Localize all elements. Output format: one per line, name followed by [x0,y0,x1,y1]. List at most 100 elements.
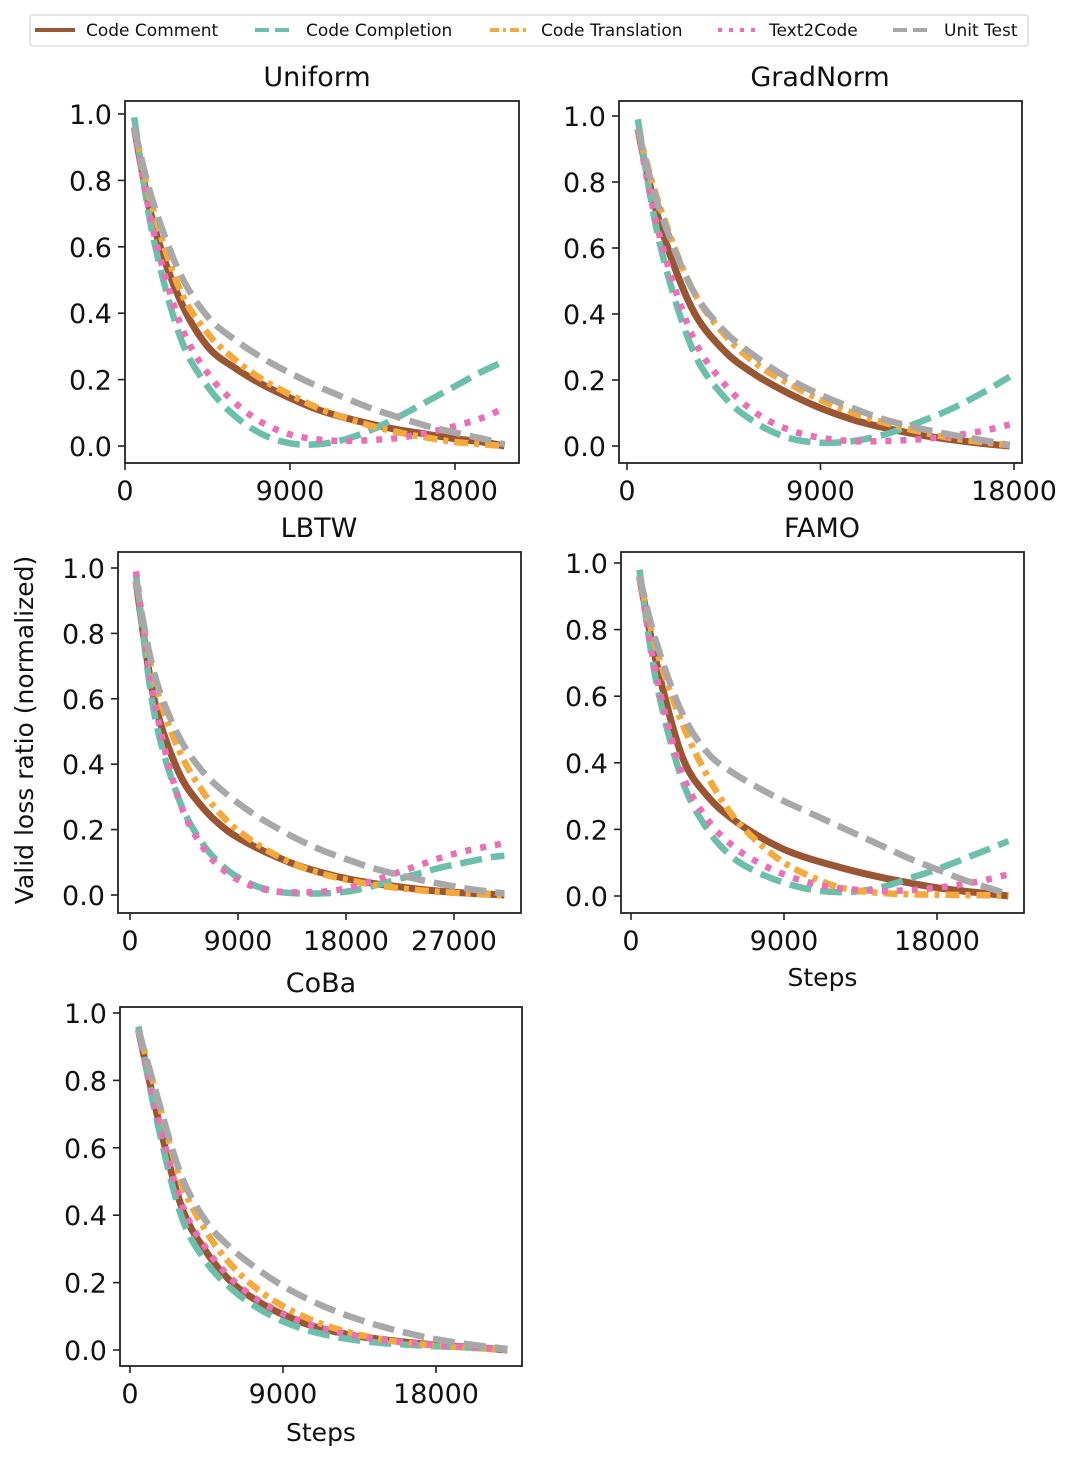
y-tick-label: 1.0 [62,554,105,585]
x-tick-label: 9000 [750,926,819,957]
series-line-code-completion [135,1025,508,1353]
y-tick-label: 0.2 [64,1269,107,1300]
series-group [132,570,506,899]
legend-label-code-completion: Code Completion [306,21,452,41]
series-line-unit-test [131,126,506,448]
panel-gradnorm: GradNorm 0.0 0.2 0.4 0.6 0.8 1.0 0 9000 18000 [563,62,1057,507]
panel-uniform: Uniform 0.0 0.2 0.4 0.6 0.8 1.0 0 9000 18000 [69,62,520,507]
panel-coba: CoBa 0.0 0.2 0.4 0.6 0.8 1.0 0 9000 18000 Steps [64,968,523,1447]
panel-lbtw: LBTW 0.0 0.2 0.4 0.6 0.8 1.0 0 9000 18000 27000 [62,513,522,957]
series-line-text2code [135,1029,508,1353]
legend: Code Comment Code Completion Code Translat… [29,14,1029,47]
series-group [130,116,506,450]
legend-frame [29,14,1029,47]
series-line-code-completion [132,574,505,897]
legend-label-code-translation: Code Translation [541,21,683,41]
y-tick-label: 0.8 [62,619,105,650]
x-axis-label: Steps [788,963,858,992]
y-tick-label: 1.0 [64,999,107,1030]
y-tick-label: 0.0 [69,432,112,463]
y-tick-label: 0.2 [565,815,608,846]
y-tick-label: 0.6 [563,234,606,265]
panel-title: Uniform [263,62,370,93]
panel-title: FAMO [784,513,860,544]
y-tick-label: 1.0 [565,549,608,580]
series-line-text2code [131,126,506,445]
x-tick-label: 9000 [256,476,325,507]
y-tick-label: 0.8 [64,1066,107,1097]
legend-item-text2code: Text2Code [718,21,858,41]
series-line-code-translation [135,1028,508,1354]
x-tick-label: 0 [622,926,639,957]
y-tick-label: 0.6 [565,682,608,713]
legend-item-code-translation: Code Translation [490,21,683,41]
y-tick-label: 0.0 [565,882,608,913]
series-line-code-completion [130,116,506,448]
plot-frame [119,1006,523,1367]
legend-item-unit-test: Unit Test [893,21,1018,41]
x-tick-label: 18000 [971,476,1057,507]
series-line-code-comment [135,1029,508,1354]
y-tick-label: 1.0 [563,102,606,133]
legend-label-unit-test: Unit Test [944,21,1018,41]
x-tick-label: 9000 [204,926,273,957]
series-line-text2code [132,570,506,896]
x-tick-label: 0 [121,1379,138,1410]
y-tick-label: 0.8 [69,166,112,197]
x-tick-label: 9000 [786,476,855,507]
series-line-text2code [636,575,1010,895]
y-tick-label: 0.2 [69,366,112,397]
x-axis-label: Steps [286,1418,356,1447]
y-tick-label: 0.0 [64,1336,107,1367]
y-tick-label: 0.0 [563,432,606,463]
legend-label-code-comment: Code Comment [86,21,219,41]
panel-title: CoBa [286,968,356,999]
series-line-code-completion [634,118,1012,447]
series-group [636,569,1010,900]
y-tick-label: 0.4 [565,749,608,780]
y-tick-label: 0.2 [62,816,105,847]
x-tick-label: 9000 [249,1379,318,1410]
y-tick-label: 0.6 [62,685,105,716]
x-tick-label: 18000 [303,926,389,957]
y-tick-label: 0.4 [563,300,606,331]
series-line-code-translation [131,126,505,450]
series-line-unit-test [132,580,505,897]
series-line-unit-test [135,1028,508,1353]
y-tick-label: 0.2 [563,366,606,397]
y-tick-label: 0.0 [62,881,105,912]
x-tick-label: 0 [116,476,133,507]
series-group [634,118,1012,450]
series-line-code-translation [132,580,505,899]
series-line-unit-test [634,128,1011,449]
series-line-code-completion [636,569,1010,896]
x-tick-label: 0 [121,926,138,957]
x-tick-label: 18000 [412,476,498,507]
panel-famo: FAMO 0.0 0.2 0.4 0.6 0.8 1.0 0 9000 18000 Steps [565,513,1025,992]
series-line-code-translation [636,575,1009,900]
panel-title: LBTW [281,513,358,544]
panel-title: GradNorm [750,62,889,93]
y-tick-label: 0.6 [69,233,112,264]
y-axis-label: Valid loss ratio (normalized) [10,556,39,904]
y-tick-label: 0.8 [565,616,608,647]
plot-frame [620,551,1025,914]
y-tick-label: 0.6 [64,1134,107,1165]
legend-item-code-comment: Code Comment [35,21,219,41]
x-tick-label: 18000 [894,926,980,957]
y-tick-label: 1.0 [69,100,112,131]
x-tick-label: 0 [618,476,635,507]
series-group [135,1025,508,1354]
y-tick-label: 0.4 [62,750,105,781]
y-tick-label: 0.8 [563,168,606,199]
legend-label-text2code: Text2Code [768,21,858,41]
y-tick-label: 0.4 [69,299,112,330]
plot-frame [124,100,520,464]
plot-frame [117,551,522,914]
y-tick-label: 0.4 [64,1201,107,1232]
legend-item-code-completion: Code Completion [255,21,452,41]
x-tick-label: 27000 [411,926,497,957]
x-tick-label: 18000 [393,1379,479,1410]
